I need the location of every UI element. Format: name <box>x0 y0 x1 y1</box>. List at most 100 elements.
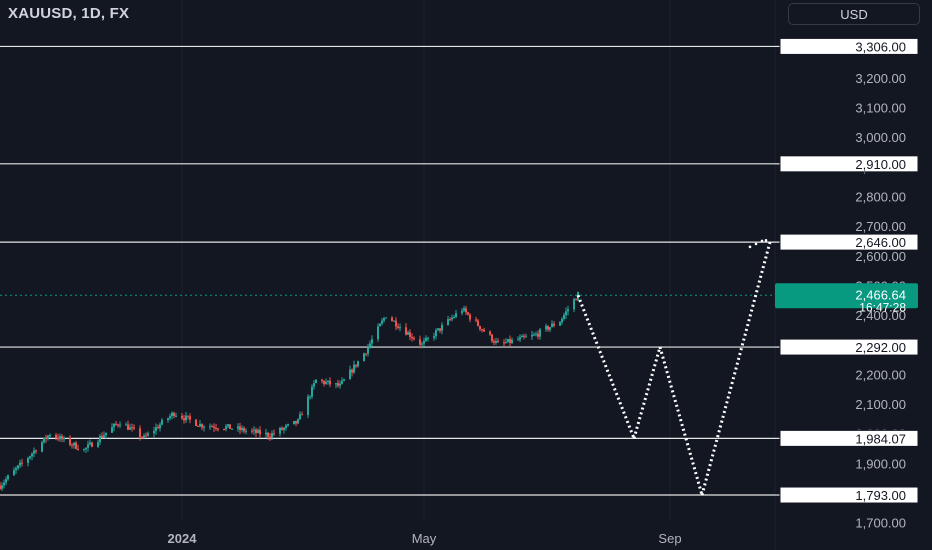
candle-body <box>435 330 437 337</box>
candle-body <box>489 331 491 335</box>
candle-body <box>335 383 337 385</box>
candle-body <box>251 430 253 432</box>
candle-body <box>565 311 567 316</box>
candle-body <box>523 335 525 337</box>
candle-body <box>507 339 509 343</box>
candle-body <box>133 427 135 429</box>
y-tick-label: 2,600.00 <box>855 249 906 264</box>
candle-body <box>209 426 211 428</box>
candle-body <box>537 333 539 337</box>
candle-body <box>55 435 57 438</box>
candle-body <box>355 364 357 367</box>
candle-body <box>157 427 159 429</box>
candle-body <box>567 309 569 312</box>
candle-body <box>351 369 353 373</box>
candle-body <box>173 412 175 416</box>
candle-body <box>89 442 91 445</box>
y-tick-label: 2,100.00 <box>855 397 906 412</box>
candle-body <box>125 424 127 426</box>
candle-body <box>427 337 429 339</box>
candle-body <box>397 326 399 328</box>
candle-body <box>455 313 457 317</box>
candle-body <box>217 428 219 430</box>
candle-body <box>533 334 535 336</box>
candle-body <box>281 427 283 430</box>
candle-body <box>451 317 453 320</box>
candle-body <box>563 315 565 319</box>
candle-body <box>3 482 5 486</box>
y-tick-label: 3,000.00 <box>855 130 906 145</box>
candle-body <box>113 423 115 428</box>
candle-body <box>61 436 63 440</box>
candle-body <box>531 334 533 337</box>
candle-body <box>181 415 183 419</box>
current-price-label-bg <box>775 283 918 309</box>
candle-body <box>339 383 341 386</box>
candle-body <box>399 327 401 329</box>
candle-body <box>41 442 43 452</box>
candle-body <box>425 338 427 341</box>
candle-body <box>469 314 471 320</box>
candle-body <box>167 418 169 421</box>
candle-body <box>255 429 257 433</box>
candle-body <box>161 420 163 425</box>
candle-body <box>127 424 129 430</box>
candle-body <box>441 324 443 331</box>
candle-body <box>45 437 47 439</box>
grid <box>181 0 776 550</box>
currency-button[interactable]: USD <box>788 3 920 25</box>
candle-body <box>227 424 229 427</box>
candle-body <box>75 442 77 449</box>
y-tick-label: 1,700.00 <box>855 516 906 531</box>
candle-body <box>385 317 387 319</box>
candle-body <box>573 299 575 310</box>
candle-body <box>117 424 119 426</box>
candle-body <box>467 312 469 315</box>
candle-body <box>5 479 7 483</box>
time-axis[interactable]: 2024 May Sep <box>168 531 682 546</box>
candle-body <box>91 442 93 447</box>
candle-body <box>211 426 213 428</box>
candle-body <box>245 430 247 432</box>
candle-body <box>0 485 1 489</box>
candle-body <box>283 427 285 430</box>
candle-body <box>433 336 435 338</box>
candle-body <box>383 318 385 321</box>
candle-body <box>393 320 395 322</box>
candle-body <box>59 436 61 440</box>
candle-body <box>171 412 173 417</box>
candle-body <box>105 432 107 436</box>
y-tick-label: 2,200.00 <box>855 367 906 382</box>
candle-body <box>357 361 359 367</box>
candle-body <box>413 338 415 340</box>
candle-body <box>141 437 143 439</box>
level-label-bg <box>779 486 919 504</box>
candle-body <box>155 427 157 431</box>
candle-body <box>257 429 259 433</box>
candle-body <box>273 433 275 435</box>
candle-body <box>337 383 339 386</box>
level-label-bg <box>779 233 919 251</box>
candle-body <box>35 450 37 452</box>
candle-body <box>301 414 303 416</box>
candle-body <box>169 416 171 419</box>
candle-body <box>29 456 31 459</box>
candle-body <box>225 426 227 430</box>
current-price-label: 2,466.64 <box>855 287 906 302</box>
candle-body <box>189 416 191 420</box>
horizontal-levels[interactable] <box>0 45 775 496</box>
candle-body <box>475 319 477 321</box>
candle-body <box>561 318 563 323</box>
candle-body <box>341 380 343 384</box>
candle-body <box>409 332 411 337</box>
candle-body <box>21 462 23 464</box>
x-tick-label: Sep <box>658 531 681 546</box>
candle-body <box>187 415 189 417</box>
level-label-bg <box>779 155 919 173</box>
level-label: 1,793.00 <box>855 488 906 503</box>
candle-body <box>153 430 155 434</box>
level-label: 2,646.00 <box>855 235 906 250</box>
candle-body <box>101 435 103 438</box>
